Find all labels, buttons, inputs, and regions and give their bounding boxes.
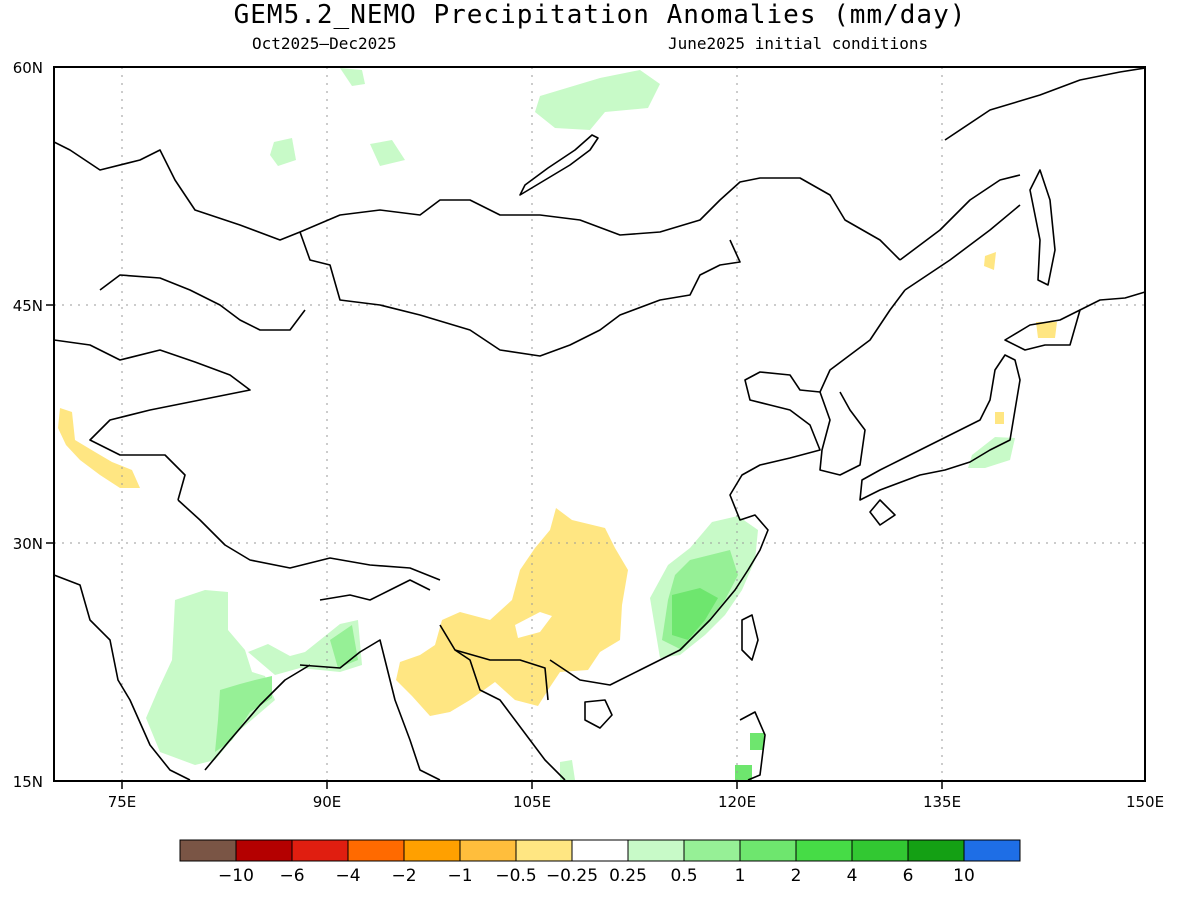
anomaly-region-north-2 — [270, 138, 296, 166]
colorbar-label: −4 — [335, 866, 360, 886]
colorbar-swatch — [179, 839, 237, 862]
colorbar-swatch — [795, 839, 853, 862]
lon-label-150: 150E — [1126, 793, 1164, 811]
anomaly-region-north-1 — [340, 68, 365, 86]
colorbar-swatch — [627, 839, 685, 862]
anomaly-region-philippines — [735, 765, 752, 780]
anomaly-region-indochina — [560, 760, 575, 780]
colorbar-label: 6 — [903, 866, 914, 886]
colorbar-swatch — [515, 839, 573, 862]
lon-label-105: 105E — [513, 793, 551, 811]
colorbar-swatch — [683, 839, 741, 862]
anomaly-region-honshu — [995, 412, 1004, 424]
map-title: GEM5.2_NEMO Precipitation Anomalies (mm/… — [233, 0, 967, 30]
colorbar-swatch — [963, 839, 1021, 862]
anomaly-region-japan — [968, 437, 1015, 468]
anomaly-region-siberia — [535, 70, 660, 130]
map-frame — [53, 66, 1146, 782]
colorbar-swatch — [851, 839, 909, 862]
colorbar-swatch — [907, 839, 965, 862]
anomaly-region-hokkaido — [1036, 322, 1057, 338]
lon-label-90: 90E — [313, 793, 342, 811]
anomaly-region-himalaya-west — [58, 408, 140, 488]
colorbar-label: −2 — [391, 866, 416, 886]
lat-label-30: 30N — [13, 535, 43, 553]
lon-label-135: 135E — [923, 793, 961, 811]
anomaly-gap — [515, 612, 552, 638]
anomaly-shading — [58, 68, 1057, 780]
anomaly-region-bengal-core — [330, 625, 358, 668]
lat-label-60: 60N — [13, 59, 43, 77]
anomaly-region-north-3 — [370, 140, 405, 166]
latitude-axis: 60N 45N 30N 15N — [13, 59, 54, 791]
coastlines — [54, 67, 1145, 781]
initial-conditions: June2025 initial conditions — [668, 34, 929, 53]
colorbar-swatch — [403, 839, 461, 862]
anomaly-region-se-china-strong — [672, 588, 718, 640]
colorbar-swatch — [459, 839, 517, 862]
colorbar-swatch — [291, 839, 349, 862]
anomaly-region-india-east — [215, 676, 272, 752]
colorbar-label: 10 — [953, 866, 975, 886]
anomaly-region-central-china — [396, 508, 628, 716]
lon-label-75: 75E — [108, 793, 137, 811]
colorbar-label: −10 — [218, 866, 254, 886]
map-grid — [54, 67, 1145, 781]
colorbar-swatch — [739, 839, 797, 862]
anomaly-region-bengal — [248, 620, 362, 675]
lat-label-15: 15N — [13, 773, 43, 791]
colorbar-swatch — [235, 839, 293, 862]
colorbar-label: 0.25 — [609, 866, 647, 886]
colorbar: −10 −6 −4 −2 −1 −0.5 −0.25 0.25 0.5 1 2 4 6 10 — [179, 839, 1021, 886]
colorbar-swatch — [347, 839, 405, 862]
lon-label-120: 120E — [718, 793, 756, 811]
colorbar-label: 0.5 — [670, 866, 697, 886]
anomaly-region-taiwan — [750, 733, 764, 750]
colorbar-swatch — [571, 839, 629, 862]
anomaly-region-japan-north — [984, 252, 996, 270]
colorbar-label: 4 — [847, 866, 858, 886]
colorbar-label: −1 — [447, 866, 472, 886]
forecast-period: Oct2025–Dec2025 — [252, 34, 397, 53]
colorbar-label: 1 — [735, 866, 746, 886]
longitude-axis: 75E 90E 105E 120E 135E 150E — [108, 781, 1164, 811]
colorbar-label: −6 — [279, 866, 304, 886]
lat-label-45: 45N — [13, 297, 43, 315]
colorbar-label: −0.5 — [495, 866, 536, 886]
anomaly-region-india — [146, 590, 275, 765]
colorbar-label: −0.25 — [546, 866, 598, 886]
colorbar-label: 2 — [791, 866, 802, 886]
